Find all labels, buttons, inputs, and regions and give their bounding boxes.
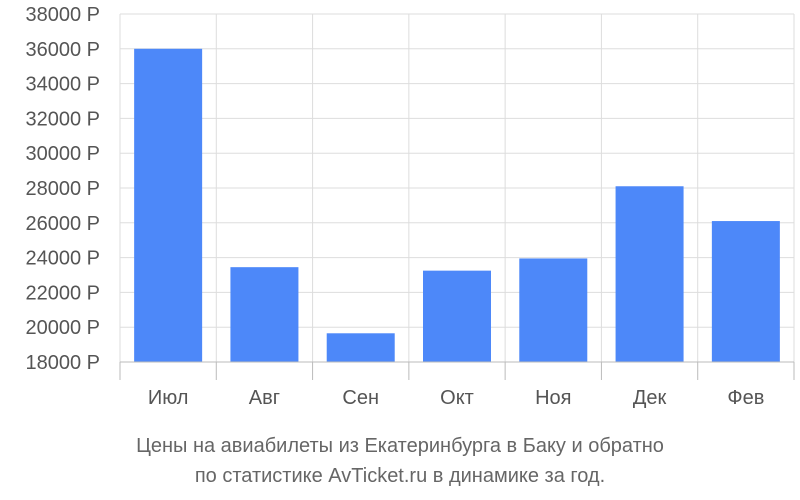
bar-3: [326, 333, 395, 362]
x-tick-label: Авг: [249, 387, 280, 409]
y-tick-label: 22000 Р: [25, 282, 100, 304]
y-tick-label: 24000 Р: [25, 248, 100, 270]
bars-group: [134, 48, 780, 363]
y-tick-label: 38000 Р: [25, 4, 100, 26]
y-tick-label: 34000 Р: [25, 74, 100, 96]
y-tick-label: 36000 Р: [25, 39, 100, 61]
axes: [119, 361, 795, 380]
y-tick-label: 20000 Р: [25, 317, 100, 339]
bar-2: [230, 267, 299, 362]
bar-chart: 18000 Р 20000 Р 22000 Р 24000 Р 26000 Р 28000…: [25, 4, 795, 409]
x-tick-label: Фев: [727, 387, 764, 409]
x-axis-labels: Июл Авг Сен Окт Ноя Дек Фев: [148, 387, 764, 409]
bar-6: [615, 186, 684, 362]
x-tick-label: Окт: [440, 387, 474, 409]
bar-4: [423, 270, 491, 362]
y-tick-label: 30000 Р: [25, 143, 100, 165]
x-tick-label: Ноя: [535, 387, 571, 409]
bar-1: [134, 48, 203, 363]
y-tick-label: 32000 Р: [25, 108, 100, 130]
x-tick-label: Дек: [633, 387, 667, 409]
bar-7: [711, 221, 780, 362]
chart-caption-line-2: по статистике AvTicket.ru в динамике за …: [194, 465, 606, 487]
y-tick-label: 18000 Р: [25, 352, 100, 374]
y-tick-label: 26000 Р: [25, 213, 100, 235]
bar-5: [519, 258, 588, 362]
y-axis-labels: 18000 Р 20000 Р 22000 Р 24000 Р 26000 Р 28000…: [25, 4, 100, 374]
x-tick-label: Сен: [342, 387, 379, 409]
y-tick-label: 28000 Р: [25, 178, 100, 200]
chart-caption-line-1: Цены на авиабилеты из Екатеринбурга в Ба…: [136, 435, 664, 457]
grid-lines: [119, 13, 795, 363]
x-tick-label: Июл: [148, 387, 189, 409]
